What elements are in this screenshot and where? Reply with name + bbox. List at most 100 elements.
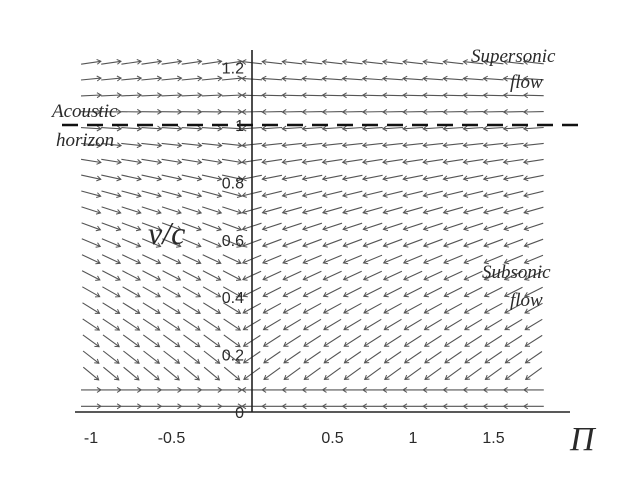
vector-arrow <box>182 302 201 314</box>
vector-arrowhead <box>282 308 289 314</box>
vector-arrowhead <box>322 308 329 314</box>
vector-arrowhead <box>402 59 408 65</box>
vector-arrow <box>423 77 444 81</box>
vector-arrowhead <box>402 192 408 198</box>
vector-arrow <box>503 158 524 163</box>
vector-arrow <box>323 254 342 264</box>
vector-arrowhead <box>502 59 509 65</box>
vector-arrow <box>161 158 182 164</box>
vector-arrow <box>282 206 303 214</box>
vector-arrow <box>303 302 322 314</box>
vector-arrowhead <box>281 125 287 132</box>
vector-arrowhead <box>281 59 287 65</box>
vector-arrowhead <box>503 291 510 298</box>
vector-arrowhead <box>502 175 509 182</box>
vector-arrowhead <box>197 108 203 115</box>
vector-arrow <box>423 126 444 130</box>
vector-arrowhead <box>114 325 121 331</box>
vector-arrow <box>463 142 484 147</box>
vector-arrowhead <box>503 242 509 248</box>
vector-arrow <box>464 351 482 364</box>
vector-arrowhead <box>322 208 328 215</box>
vector-arrow <box>101 158 122 164</box>
vector-arrow <box>141 174 162 180</box>
vector-arrow <box>181 142 202 147</box>
vector-arrow <box>101 190 121 197</box>
vector-arrowhead <box>342 242 348 248</box>
vector-arrowhead <box>175 308 181 314</box>
vector-arrowhead <box>381 92 388 99</box>
vector-arrowhead <box>403 308 410 314</box>
vector-arrowhead <box>95 242 102 248</box>
vector-arrow <box>141 142 162 147</box>
vector-arrowhead <box>174 358 181 364</box>
vector-arrowhead <box>402 386 408 393</box>
vector-arrowhead <box>217 58 223 65</box>
vector-arrowhead <box>504 374 511 380</box>
vector-arrow <box>263 302 282 314</box>
vector-arrowhead <box>262 308 269 314</box>
vector-arrow <box>503 77 524 81</box>
vector-arrow <box>142 286 161 298</box>
vector-arrowhead <box>522 75 529 82</box>
vector-arrowhead <box>402 75 408 82</box>
vector-arrow <box>101 142 122 147</box>
vector-arrow <box>121 158 142 164</box>
vector-arrowhead <box>135 308 141 314</box>
vector-arrow <box>121 127 142 130</box>
vector-arrow <box>444 351 462 364</box>
vector-arrowhead <box>215 292 222 298</box>
vector-arrowhead <box>523 291 530 298</box>
vector-arrow <box>403 174 423 180</box>
vector-arrowhead <box>115 242 122 248</box>
vector-arrowhead <box>362 291 369 298</box>
vector-arrow <box>484 334 503 347</box>
vector-arrow <box>424 318 442 331</box>
vector-arrow <box>161 77 182 81</box>
vector-arrow <box>101 206 121 214</box>
vector-arrowhead <box>235 292 242 298</box>
vector-arrow <box>121 174 142 180</box>
vector-arrow <box>303 286 322 297</box>
vector-arrow <box>485 367 502 380</box>
vector-arrow <box>202 254 222 264</box>
vector-arrow <box>101 254 121 264</box>
vector-arrow <box>181 60 202 65</box>
y-tick-label: 0.4 <box>222 290 244 307</box>
vector-arrowhead <box>154 358 161 364</box>
vector-arrow <box>523 77 544 81</box>
vector-arrow <box>362 142 383 147</box>
vector-arrowhead <box>195 292 202 298</box>
vector-arrowhead <box>301 75 307 82</box>
vector-arrow <box>342 61 363 65</box>
vector-arrowhead <box>174 342 181 348</box>
vector-arrowhead <box>363 374 370 380</box>
vector-arrowhead <box>176 159 183 165</box>
subsonic-label-line1: Subsonic <box>482 262 551 283</box>
vector-arrowhead <box>263 358 269 364</box>
vector-arrowhead <box>261 125 267 132</box>
vector-arrow <box>283 302 302 314</box>
vector-arrowhead <box>234 375 241 381</box>
vector-arrowhead <box>156 225 162 232</box>
vector-arrow <box>463 158 484 163</box>
vector-arrowhead <box>523 258 530 265</box>
vector-arrow <box>101 222 121 231</box>
vector-arrowhead <box>322 258 328 265</box>
vector-arrowhead <box>442 208 449 215</box>
vector-arrowhead <box>135 242 142 248</box>
vector-arrowhead <box>404 374 410 380</box>
vector-arrow <box>263 318 281 331</box>
vector-arrowhead <box>156 192 162 198</box>
vector-arrowhead <box>217 386 223 393</box>
vector-arrowhead <box>155 292 161 298</box>
vector-arrowhead <box>282 291 289 298</box>
vector-arrowhead <box>96 403 102 410</box>
vector-arrow <box>444 367 462 380</box>
vector-arrow <box>283 334 301 347</box>
vector-arrowhead <box>154 325 161 331</box>
vector-arrowhead <box>241 192 247 198</box>
vector-arrowhead <box>361 125 368 132</box>
vector-arrow <box>223 350 241 364</box>
vector-arrow <box>181 190 202 197</box>
